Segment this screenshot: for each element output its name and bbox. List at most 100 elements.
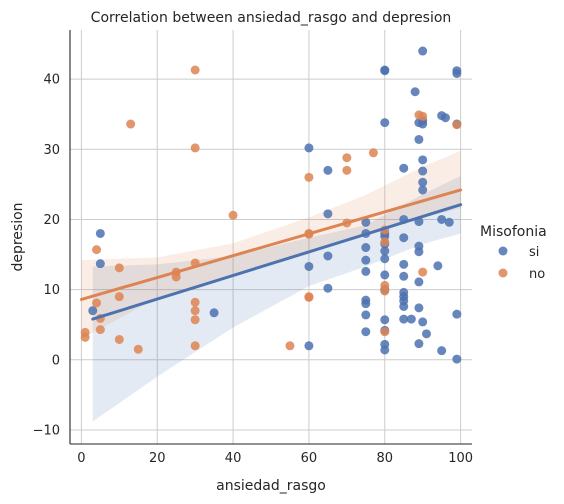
data-point-si [414,135,423,144]
data-point-si [418,167,427,176]
data-point-no [342,153,351,162]
x-tick-label: 20 [149,451,166,466]
data-point-no [191,65,200,74]
legend: Misofonia si no [480,224,547,282]
y-tick-labels: −10 0 10 20 30 40 [33,73,60,439]
data-point-no [191,341,200,350]
data-point-si [414,303,423,312]
data-point-si [304,262,313,271]
data-point-no [229,211,238,220]
data-point-no [380,237,389,246]
data-point-si [88,306,97,315]
data-point-no [452,120,461,129]
data-point-si [445,218,454,227]
data-point-no [342,166,351,175]
data-point-no [134,345,143,354]
data-point-si [414,277,423,286]
data-point-si [399,233,408,242]
data-point-no [285,341,294,350]
data-point-si [399,260,408,269]
x-tick-label: 0 [77,451,85,466]
data-point-si [361,299,370,308]
data-point-si [323,284,332,293]
data-point-si [414,247,423,256]
data-point-si [380,254,389,263]
data-point-no [191,315,200,324]
confidence-bands [81,151,460,422]
data-point-si [380,66,389,75]
y-tick-label: 0 [52,353,60,368]
data-point-no [380,287,389,296]
data-point-si [361,243,370,252]
legend-marker-no [499,269,508,278]
data-point-si [437,346,446,355]
data-point-si [418,317,427,326]
y-tick-label: 30 [43,143,60,158]
data-point-si [407,315,416,324]
legend-title: Misofonia [480,224,547,240]
data-point-si [433,261,442,270]
data-point-si [452,310,461,319]
data-point-si [380,270,389,279]
data-point-si [399,272,408,281]
data-point-no [380,327,389,336]
x-tick-label: 60 [301,451,318,466]
data-point-no [418,112,427,121]
data-point-si [399,302,408,311]
data-point-no [126,120,135,129]
data-point-no [115,292,124,301]
x-axis-label: ansiedad_rasgo [216,478,326,494]
data-point-no [115,263,124,272]
y-axis-label: depresion [10,202,26,271]
data-point-si [380,315,389,324]
data-point-si [96,229,105,238]
y-tick-label: 40 [43,73,60,88]
data-point-si [361,310,370,319]
data-point-no [369,148,378,157]
data-point-si [323,209,332,218]
chart-title: Correlation between ansiedad_rasgo and d… [91,10,452,26]
y-tick-label: 20 [43,213,60,228]
data-point-si [361,267,370,276]
data-point-si [418,47,427,56]
x-tick-label: 80 [377,451,394,466]
data-point-si [304,143,313,152]
data-point-si [411,87,420,96]
y-tick-label: −10 [33,423,60,438]
x-tick-label: 40 [225,451,242,466]
data-point-si [418,185,427,194]
data-point-si [399,164,408,173]
x-tick-labels: 0 20 40 60 80 100 [77,451,473,466]
data-point-si [452,69,461,78]
y-tick-label: 10 [43,283,60,298]
data-point-si [441,113,450,122]
data-point-no [115,335,124,344]
data-point-no [191,298,200,307]
data-point-no [81,333,90,342]
data-point-no [304,293,313,302]
data-point-si [418,178,427,187]
data-point-si [380,118,389,127]
legend-label-no: no [529,267,545,282]
data-point-si [418,120,427,129]
data-point-no [191,306,200,315]
data-point-si [422,329,431,338]
data-point-si [323,166,332,175]
data-point-no [96,325,105,334]
data-point-no [92,245,101,254]
data-point-si [96,259,105,268]
x-tick-label: 100 [448,451,473,466]
data-point-si [323,251,332,260]
data-point-si [380,345,389,354]
legend-label-si: si [529,245,539,260]
data-point-si [361,256,370,265]
data-point-no [304,173,313,182]
data-point-si [304,341,313,350]
data-point-si [361,327,370,336]
data-point-no [191,143,200,152]
data-point-si [418,155,427,164]
data-point-no [418,268,427,277]
data-point-si [210,308,219,317]
legend-marker-si [499,247,508,256]
